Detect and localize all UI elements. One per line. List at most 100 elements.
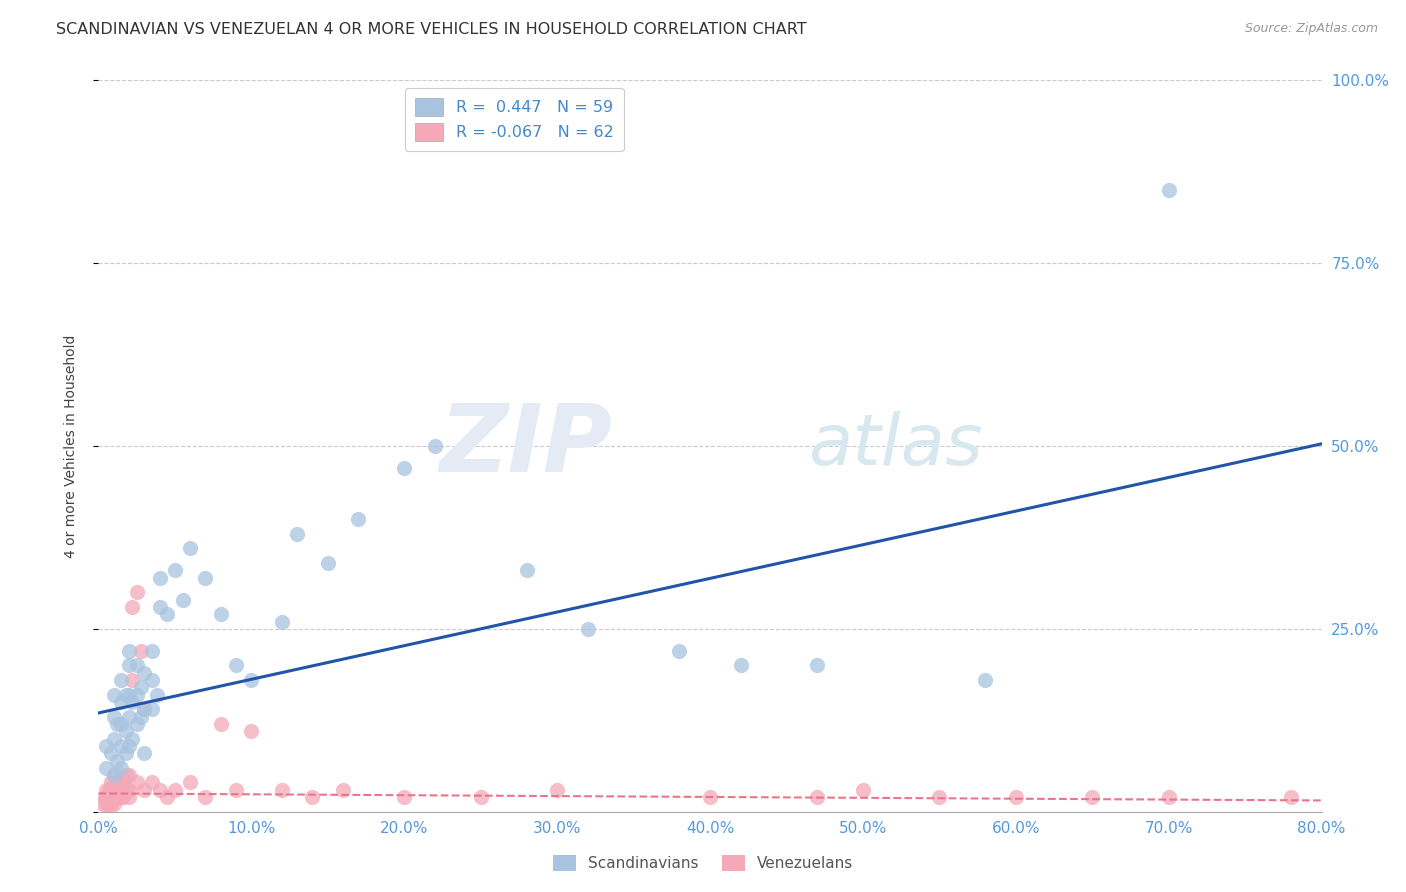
Point	[103, 797, 125, 812]
Point	[93, 790, 115, 805]
Point	[134, 782, 156, 797]
Point	[110, 790, 132, 805]
Point	[94, 790, 117, 805]
Point	[94, 761, 117, 775]
Point	[105, 775, 128, 789]
Point	[194, 790, 217, 805]
Point	[145, 688, 167, 702]
Text: SCANDINAVIAN VS VENEZUELAN 4 OR MORE VEHICLES IN HOUSEHOLD CORRELATION CHART: SCANDINAVIAN VS VENEZUELAN 4 OR MORE VEH…	[56, 22, 807, 37]
Point	[110, 739, 132, 753]
Point	[103, 768, 125, 782]
Legend: Scandinavians, Venezuelans: Scandinavians, Venezuelans	[547, 849, 859, 877]
Text: Source: ZipAtlas.com: Source: ZipAtlas.com	[1244, 22, 1378, 36]
Point	[347, 512, 370, 526]
Point	[301, 790, 323, 805]
Point	[91, 797, 114, 812]
Point	[105, 790, 128, 805]
Point	[172, 592, 194, 607]
Point	[111, 775, 134, 789]
Point	[316, 556, 339, 570]
Point	[163, 782, 186, 797]
Point	[163, 563, 186, 577]
Point	[225, 782, 247, 797]
Point	[98, 782, 121, 797]
Point	[392, 461, 416, 475]
Point	[141, 644, 163, 658]
Point	[806, 790, 828, 805]
Point	[149, 599, 172, 614]
Point	[121, 695, 143, 709]
Text: ZIP: ZIP	[439, 400, 612, 492]
Point	[141, 775, 163, 789]
Point	[97, 790, 120, 805]
Point	[974, 673, 997, 687]
Point	[110, 695, 132, 709]
Text: atlas: atlas	[808, 411, 983, 481]
Point	[100, 746, 122, 760]
Point	[125, 585, 148, 599]
Point	[105, 717, 128, 731]
Point	[100, 775, 122, 789]
Point	[1279, 790, 1302, 805]
Point	[118, 709, 141, 723]
Point	[110, 768, 132, 782]
Point	[179, 541, 201, 556]
Point	[103, 790, 125, 805]
Point	[100, 782, 122, 797]
Point	[97, 797, 120, 812]
Point	[209, 607, 232, 622]
Point	[115, 782, 138, 797]
Point	[470, 790, 492, 805]
Point	[209, 717, 232, 731]
Point	[240, 673, 263, 687]
Point	[118, 688, 141, 702]
Point	[270, 615, 292, 629]
Point	[118, 739, 141, 753]
Point	[105, 782, 128, 797]
Point	[118, 658, 141, 673]
Point	[852, 782, 875, 797]
Point	[118, 644, 141, 658]
Point	[156, 607, 179, 622]
Point	[108, 775, 131, 789]
Point	[194, 571, 217, 585]
Point	[125, 717, 148, 731]
Point	[125, 775, 148, 789]
Point	[576, 622, 599, 636]
Point	[129, 681, 152, 695]
Point	[103, 688, 125, 702]
Point	[94, 782, 117, 797]
Point	[149, 571, 172, 585]
Legend: R =  0.447   N = 59, R = -0.067   N = 62: R = 0.447 N = 59, R = -0.067 N = 62	[405, 88, 623, 151]
Point	[270, 782, 292, 797]
Point	[110, 717, 132, 731]
Point	[121, 673, 143, 687]
Point	[134, 665, 156, 680]
Point	[115, 746, 138, 760]
Point	[121, 731, 143, 746]
Point	[125, 688, 148, 702]
Point	[332, 782, 354, 797]
Point	[100, 797, 122, 812]
Point	[110, 673, 132, 687]
Point	[115, 724, 138, 739]
Point	[668, 644, 690, 658]
Point	[240, 724, 263, 739]
Point	[134, 746, 156, 760]
Point	[806, 658, 828, 673]
Point	[179, 775, 201, 789]
Point	[108, 790, 131, 805]
Point	[730, 658, 752, 673]
Point	[1004, 790, 1026, 805]
Point	[110, 761, 132, 775]
Point	[129, 644, 152, 658]
Point	[103, 731, 125, 746]
Point	[225, 658, 247, 673]
Point	[928, 790, 950, 805]
Point	[118, 790, 141, 805]
Point	[141, 673, 163, 687]
Point	[118, 782, 141, 797]
Point	[103, 768, 125, 782]
Point	[125, 658, 148, 673]
Point	[110, 782, 132, 797]
